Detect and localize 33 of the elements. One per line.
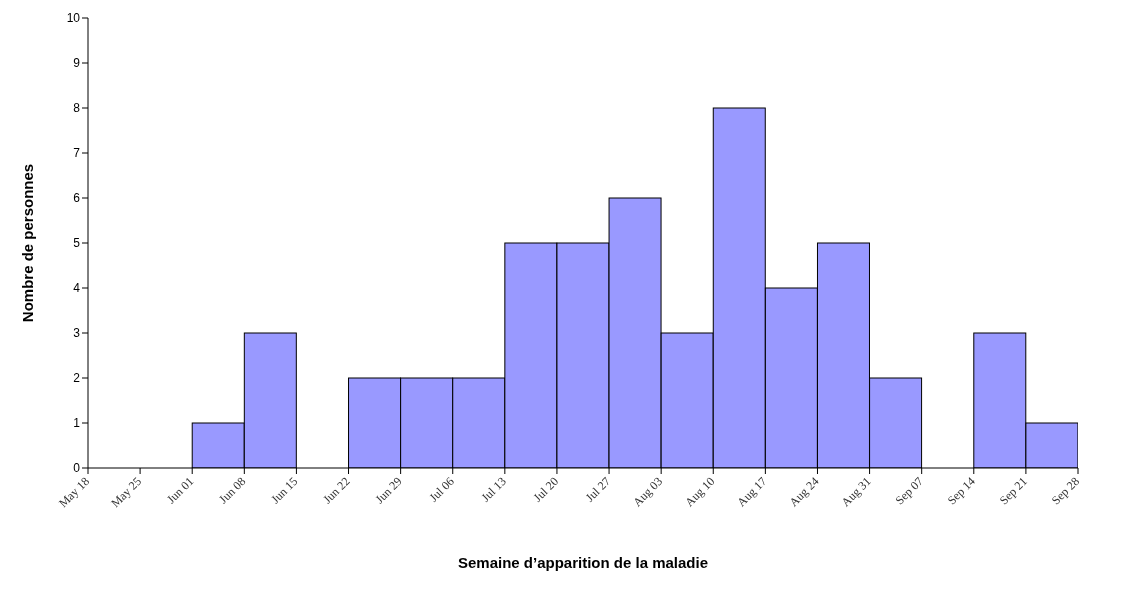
x-tick-label: Sep 28 [1048,474,1083,508]
x-tick-label: May 25 [108,474,145,511]
x-tick-label: Jul 06 [426,474,457,505]
y-axis-title: Nombre de personnes [19,163,37,323]
y-tick-label: 1 [73,416,81,431]
x-tick-label: Jun 22 [320,474,353,507]
y-tick-label: 6 [73,191,81,206]
y-tick-label: 3 [73,326,81,341]
x-tick-label: May 18 [56,474,93,511]
x-tick-label: Aug 03 [630,474,666,510]
y-tick-label: 4 [73,281,81,296]
x-tick-label: Aug 17 [734,474,770,510]
x-tick-label: Sep 07 [892,474,926,508]
x-tick-label: Jun 15 [268,474,301,507]
x-tick-label: Jul 27 [582,474,614,505]
y-tick-label: 10 [66,11,81,26]
x-axis-title: Semaine d’apparition de la maladie [457,554,709,571]
y-tick-label: 7 [73,146,81,161]
x-tick-label: Jun 29 [372,474,405,507]
x-tick-label: Jul 13 [478,474,509,505]
y-tick-label: 5 [73,236,81,251]
y-tick-label: 9 [73,56,81,71]
x-tick-label: Sep 21 [996,474,1030,508]
x-tick-label: Jun 01 [163,474,197,507]
x-tick-label: Sep 14 [944,474,978,508]
y-tick-label: 8 [73,101,81,116]
y-tick-label: 0 [73,461,81,476]
x-tick-label: Jul 20 [530,474,562,505]
x-tick-label: Jun 08 [216,474,249,507]
x-tick-label: Aug 10 [682,474,718,510]
x-tick-label: Aug 31 [838,474,874,510]
x-tick-label: Aug 24 [786,474,822,510]
y-tick-label: 2 [73,371,81,386]
